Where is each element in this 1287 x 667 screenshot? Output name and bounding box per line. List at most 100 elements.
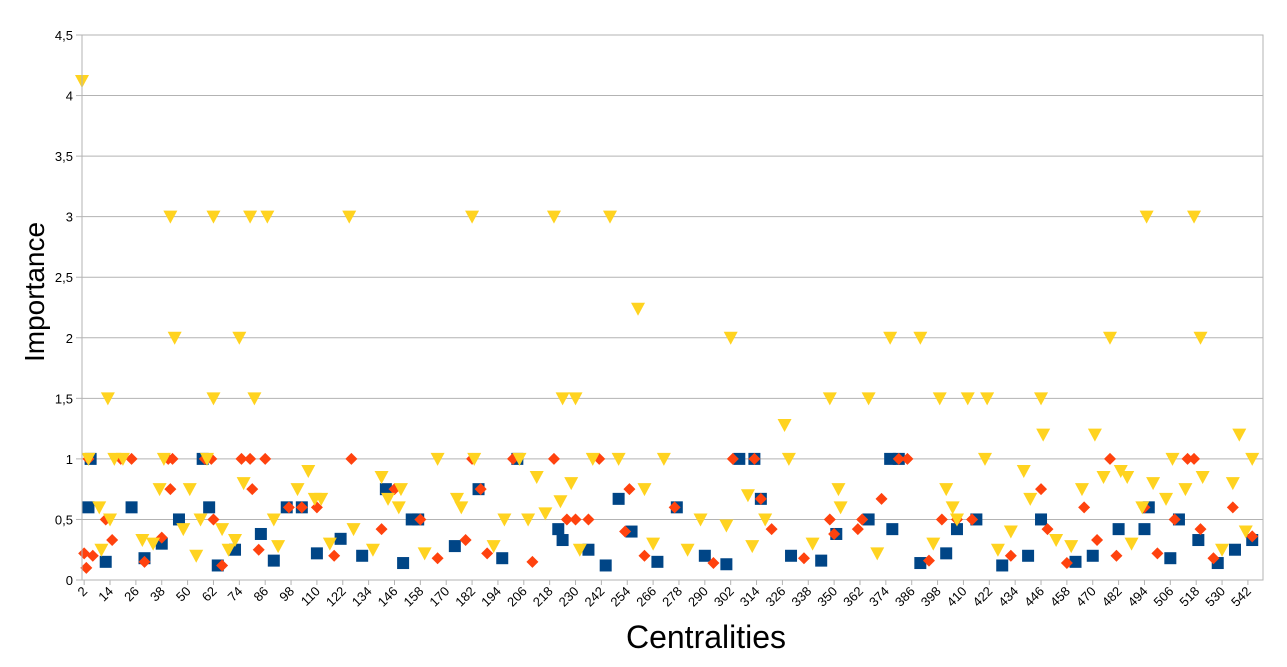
series-3-point bbox=[611, 452, 626, 466]
plot-area-frame bbox=[81, 34, 1264, 581]
series-1-point bbox=[155, 537, 168, 550]
series-3-point bbox=[81, 452, 96, 466]
series-1-point bbox=[886, 523, 899, 536]
series-3-point bbox=[301, 465, 316, 478]
series-2-point bbox=[765, 523, 778, 536]
x-tick-label: 182 bbox=[452, 584, 478, 610]
series-3-point bbox=[247, 392, 262, 406]
series-3-point bbox=[1102, 331, 1117, 345]
series-1-point bbox=[1069, 555, 1082, 568]
x-tick-label: 326 bbox=[763, 584, 789, 610]
series-3-point bbox=[342, 210, 357, 224]
series-3-point bbox=[232, 331, 247, 345]
x-tick-label: 2 bbox=[75, 584, 91, 600]
series-2-point bbox=[1194, 523, 1207, 536]
series-3-point bbox=[949, 513, 964, 527]
series-3-point bbox=[538, 507, 553, 521]
x-tick-labels: 2 14 26 38 50 62 74 86 98 110 122 134 146 158 170 182 19… bbox=[75, 584, 1254, 610]
series-3-point bbox=[1245, 452, 1260, 466]
series-3-point bbox=[152, 483, 167, 497]
series-3-point bbox=[94, 543, 109, 557]
series-3 bbox=[75, 75, 1260, 563]
x-tick-label: 158 bbox=[401, 584, 427, 610]
series-3-point bbox=[980, 392, 995, 406]
series-3-point bbox=[945, 501, 960, 515]
series-3-point bbox=[805, 537, 820, 551]
series-1-point bbox=[99, 555, 112, 568]
series-2-point bbox=[560, 513, 573, 526]
series-1-point bbox=[625, 525, 638, 538]
series-1-point bbox=[254, 527, 267, 540]
series-3-point bbox=[486, 540, 501, 554]
series-3-point bbox=[1135, 501, 1150, 515]
x-tick-label: 38 bbox=[147, 584, 168, 605]
series-3-point bbox=[553, 495, 568, 509]
series-3-point bbox=[564, 477, 579, 491]
y-tick-label: 4,5 bbox=[55, 28, 73, 43]
series-3-point bbox=[206, 210, 221, 224]
series-2-point bbox=[244, 452, 257, 465]
series-3-point bbox=[346, 523, 361, 537]
x-tick-label: 350 bbox=[814, 584, 840, 610]
series-3-point bbox=[861, 392, 876, 406]
series-3-point bbox=[1003, 525, 1018, 539]
series-2-point bbox=[1246, 530, 1259, 543]
x-tick-label: 374 bbox=[866, 584, 892, 610]
series-3-point bbox=[228, 534, 243, 548]
series-3-point bbox=[723, 331, 738, 345]
series-3-point bbox=[512, 452, 527, 466]
series-1-point bbox=[125, 501, 138, 514]
series-2-point bbox=[207, 513, 220, 526]
series-3-point bbox=[465, 210, 480, 224]
x-tick-label: 74 bbox=[225, 584, 246, 605]
series-3-point bbox=[221, 543, 236, 557]
series-3-point bbox=[189, 549, 204, 563]
series-2-point bbox=[582, 513, 595, 526]
x-tick-label: 278 bbox=[659, 584, 685, 610]
series-2-point bbox=[345, 452, 358, 465]
series-3-point bbox=[656, 452, 671, 466]
series-3-point bbox=[521, 513, 536, 527]
series-1-point bbox=[1138, 523, 1151, 536]
series-1-point bbox=[1086, 549, 1099, 562]
series-2-point bbox=[623, 483, 636, 496]
series-2-point bbox=[875, 492, 888, 505]
x-tick-label: 302 bbox=[711, 584, 737, 610]
series-3-point bbox=[913, 331, 928, 345]
series-2-point bbox=[707, 557, 720, 570]
x-tick-label: 170 bbox=[426, 584, 452, 610]
series-2-point bbox=[851, 523, 864, 536]
series-3-point bbox=[115, 452, 130, 466]
series-1-point bbox=[1035, 513, 1048, 526]
series-3-point bbox=[833, 501, 848, 515]
series-3-point bbox=[393, 483, 408, 497]
series-1-point bbox=[940, 547, 953, 560]
series-2-point bbox=[754, 492, 767, 505]
series-1-point bbox=[397, 557, 410, 570]
series-3-point bbox=[990, 543, 1005, 557]
series-3-point bbox=[1064, 540, 1079, 554]
series-3-point bbox=[381, 492, 396, 506]
series-3-point bbox=[603, 210, 618, 224]
series-1-point bbox=[172, 513, 185, 526]
y-tick-label: 0 bbox=[66, 573, 73, 588]
series-3-point bbox=[758, 513, 773, 527]
x-tick-label: 482 bbox=[1099, 584, 1125, 610]
series-1-point bbox=[310, 547, 323, 560]
series-2-point bbox=[155, 531, 168, 544]
series-3-point bbox=[391, 501, 406, 515]
series-3-point bbox=[1023, 492, 1038, 506]
series-2-point bbox=[547, 452, 560, 465]
series-3-point bbox=[1096, 471, 1111, 485]
series-1-point bbox=[334, 532, 347, 545]
series-3-point bbox=[960, 392, 975, 406]
series-2-point bbox=[78, 547, 91, 560]
y-tick-label: 4 bbox=[66, 89, 73, 104]
x-tick-label: 110 bbox=[298, 584, 323, 609]
x-tick-label: 194 bbox=[478, 584, 504, 610]
x-tick-label: 254 bbox=[607, 584, 633, 610]
x-tick-label: 530 bbox=[1202, 584, 1228, 610]
series-1-point bbox=[950, 523, 963, 536]
series-2-point bbox=[1041, 523, 1054, 536]
